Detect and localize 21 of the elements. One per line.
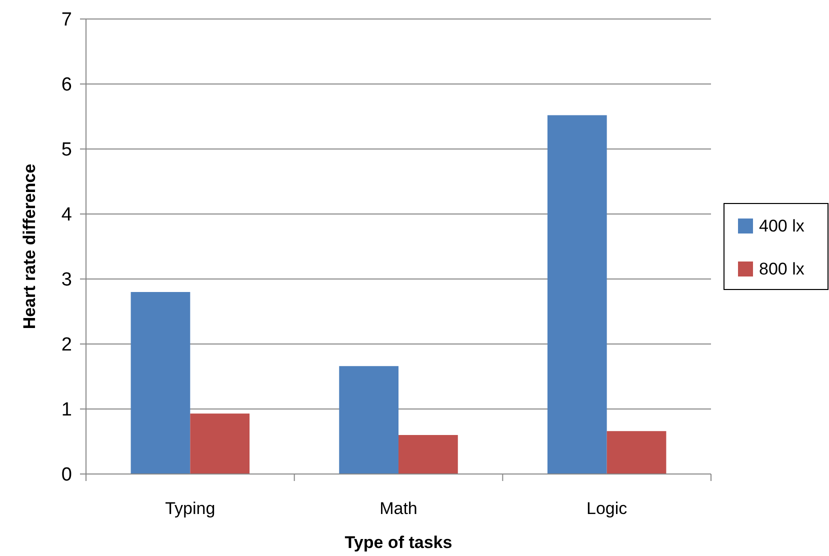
y-tick-label: 2 xyxy=(61,334,72,356)
y-tick-label: 6 xyxy=(61,74,72,96)
bar xyxy=(398,435,458,474)
bar xyxy=(547,115,607,474)
y-tick-label: 4 xyxy=(61,204,72,226)
x-tick-label: Logic xyxy=(586,499,628,518)
x-axis-title: Type of tasks xyxy=(344,533,452,552)
x-tick-label: Math xyxy=(380,499,418,518)
bar xyxy=(606,431,666,474)
bar xyxy=(130,292,190,474)
bar xyxy=(190,414,250,474)
y-tick-label: 1 xyxy=(61,400,72,421)
legend-label: 800 lx xyxy=(759,259,805,278)
y-axis-title: Heart rate difference xyxy=(20,164,39,330)
y-tick-label: 0 xyxy=(61,464,72,486)
x-tick-label: Typing xyxy=(165,499,216,518)
y-tick-label: 5 xyxy=(61,140,72,161)
legend-label: 400 lx xyxy=(759,216,805,236)
y-tick-label: 7 xyxy=(61,10,72,31)
bar xyxy=(339,366,398,474)
y-tick-label: 3 xyxy=(61,270,72,291)
